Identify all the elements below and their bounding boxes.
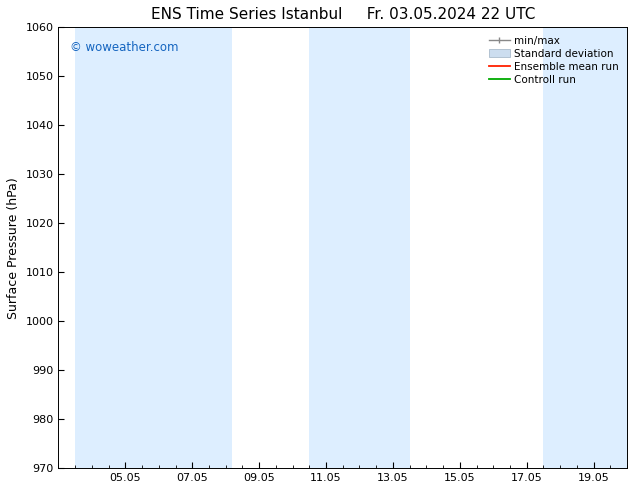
Legend: min/max, Standard deviation, Ensemble mean run, Controll run: min/max, Standard deviation, Ensemble me… — [486, 32, 622, 88]
Bar — [543, 27, 627, 468]
Y-axis label: Surface Pressure (hPa): Surface Pressure (hPa) — [7, 177, 20, 318]
Title: ENS Time Series Istanbul     Fr. 03.05.2024 22 UTC: ENS Time Series Istanbul Fr. 03.05.2024 … — [151, 7, 535, 22]
Bar — [165, 27, 233, 468]
Bar — [309, 27, 410, 468]
Bar — [75, 27, 165, 468]
Text: © woweather.com: © woweather.com — [70, 41, 178, 53]
